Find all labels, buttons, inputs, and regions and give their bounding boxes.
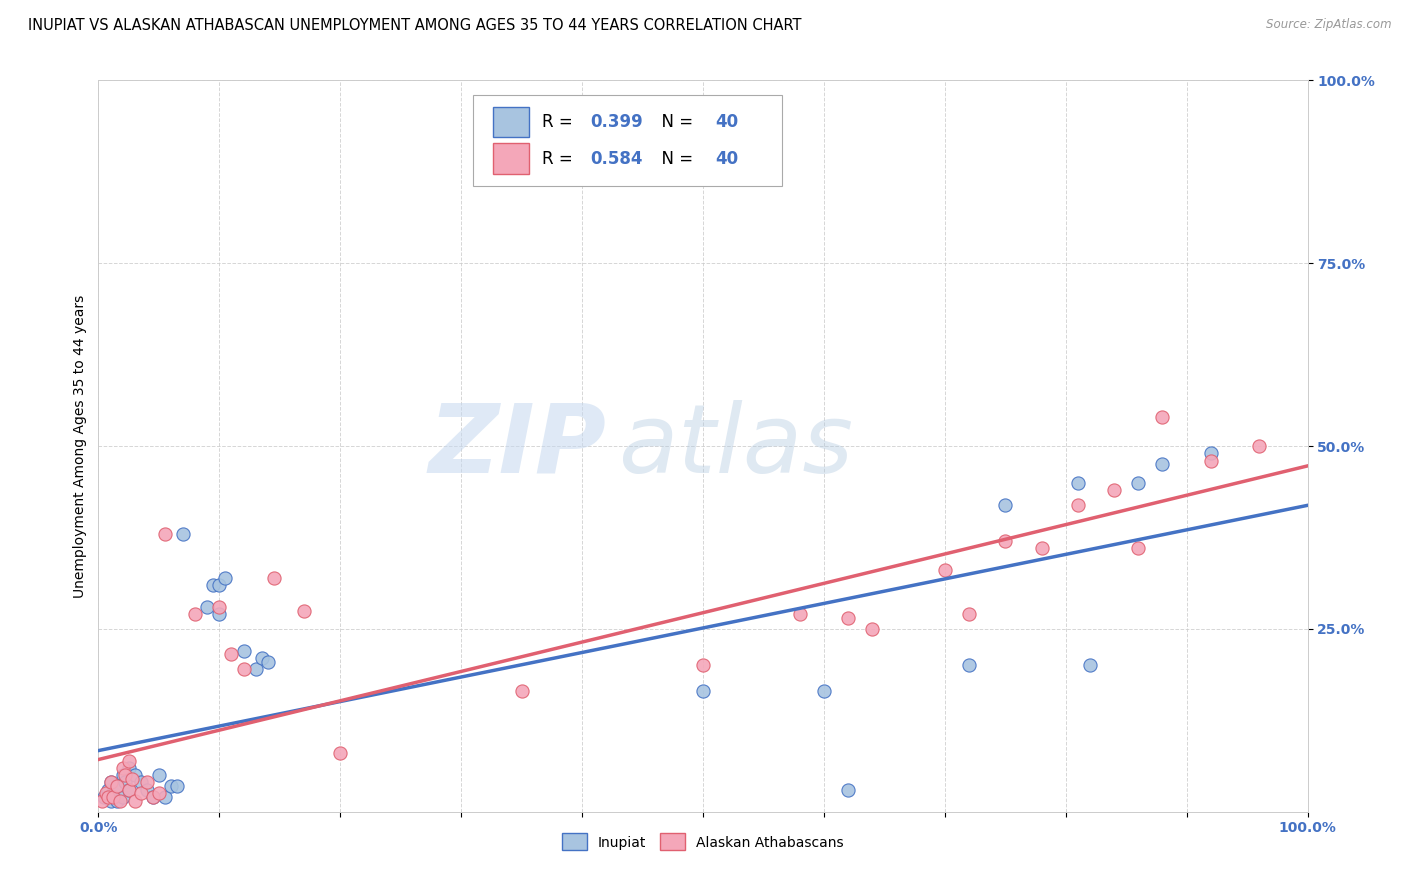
- Point: [1152, 409, 1174, 424]
- Point: [208, 607, 231, 622]
- Point: [111, 790, 134, 805]
- Point: [124, 794, 146, 808]
- Point: [100, 775, 122, 789]
- Point: [957, 607, 980, 622]
- Point: [1128, 541, 1150, 556]
- Text: Source: ZipAtlas.com: Source: ZipAtlas.com: [1267, 18, 1392, 31]
- Point: [118, 761, 141, 775]
- Text: R =: R =: [543, 150, 578, 168]
- Text: ZIP: ZIP: [429, 400, 606, 492]
- Point: [510, 684, 533, 698]
- Text: 40: 40: [716, 150, 738, 168]
- Point: [101, 790, 124, 805]
- Point: [1102, 483, 1125, 497]
- Point: [100, 794, 122, 808]
- Point: [232, 644, 254, 658]
- Point: [214, 571, 236, 585]
- Point: [121, 772, 143, 786]
- Point: [153, 790, 176, 805]
- Text: 40: 40: [716, 113, 738, 131]
- Point: [1067, 498, 1090, 512]
- Y-axis label: Unemployment Among Ages 35 to 44 years: Unemployment Among Ages 35 to 44 years: [73, 294, 87, 598]
- Point: [172, 526, 194, 541]
- Text: N =: N =: [651, 150, 699, 168]
- Point: [994, 534, 1017, 549]
- Point: [108, 794, 131, 808]
- Point: [124, 768, 146, 782]
- Point: [118, 754, 141, 768]
- Point: [208, 578, 231, 592]
- Point: [93, 790, 115, 805]
- Legend: Inupiat, Alaskan Athabascans: Inupiat, Alaskan Athabascans: [557, 828, 849, 856]
- Point: [129, 787, 152, 801]
- Point: [263, 571, 285, 585]
- Point: [1199, 446, 1222, 460]
- FancyBboxPatch shape: [492, 107, 529, 137]
- Point: [105, 779, 128, 793]
- Point: [789, 607, 811, 622]
- Point: [957, 658, 980, 673]
- Point: [184, 607, 207, 622]
- Point: [97, 782, 120, 797]
- Point: [1067, 475, 1090, 490]
- Text: atlas: atlas: [619, 400, 853, 492]
- Point: [1249, 439, 1271, 453]
- Point: [934, 563, 956, 577]
- Point: [1152, 457, 1174, 471]
- Text: 0.584: 0.584: [591, 150, 643, 168]
- Point: [166, 779, 188, 793]
- Point: [232, 662, 254, 676]
- Point: [135, 782, 157, 797]
- Point: [1199, 453, 1222, 467]
- Point: [153, 526, 176, 541]
- FancyBboxPatch shape: [474, 95, 782, 186]
- Point: [256, 655, 278, 669]
- Point: [148, 787, 170, 801]
- Text: R =: R =: [543, 113, 578, 131]
- Point: [329, 746, 352, 760]
- Point: [135, 775, 157, 789]
- Point: [208, 599, 231, 614]
- Point: [114, 775, 136, 789]
- Point: [837, 611, 859, 625]
- Point: [111, 761, 134, 775]
- Point: [860, 622, 883, 636]
- Point: [195, 599, 218, 614]
- Point: [160, 779, 183, 793]
- Point: [105, 779, 128, 793]
- Point: [837, 782, 859, 797]
- Point: [1128, 475, 1150, 490]
- Point: [94, 787, 117, 801]
- Point: [994, 498, 1017, 512]
- Text: 0.399: 0.399: [591, 113, 644, 131]
- Text: INUPIAT VS ALASKAN ATHABASCAN UNEMPLOYMENT AMONG AGES 35 TO 44 YEARS CORRELATION: INUPIAT VS ALASKAN ATHABASCAN UNEMPLOYME…: [28, 18, 801, 33]
- Point: [245, 662, 267, 676]
- Point: [118, 782, 141, 797]
- Point: [100, 775, 122, 789]
- Text: N =: N =: [651, 113, 699, 131]
- FancyBboxPatch shape: [492, 144, 529, 174]
- Point: [97, 790, 120, 805]
- Point: [1031, 541, 1053, 556]
- Point: [118, 782, 141, 797]
- Point: [148, 768, 170, 782]
- Point: [101, 787, 124, 801]
- Point: [1078, 658, 1101, 673]
- Point: [91, 794, 114, 808]
- Point: [692, 658, 714, 673]
- Point: [692, 684, 714, 698]
- Point: [142, 790, 165, 805]
- Point: [111, 768, 134, 782]
- Point: [813, 684, 835, 698]
- Point: [142, 790, 165, 805]
- Point: [292, 603, 315, 617]
- Point: [250, 651, 273, 665]
- Point: [202, 578, 225, 592]
- Point: [129, 775, 152, 789]
- Point: [221, 648, 243, 662]
- Point: [105, 794, 128, 808]
- Point: [114, 768, 136, 782]
